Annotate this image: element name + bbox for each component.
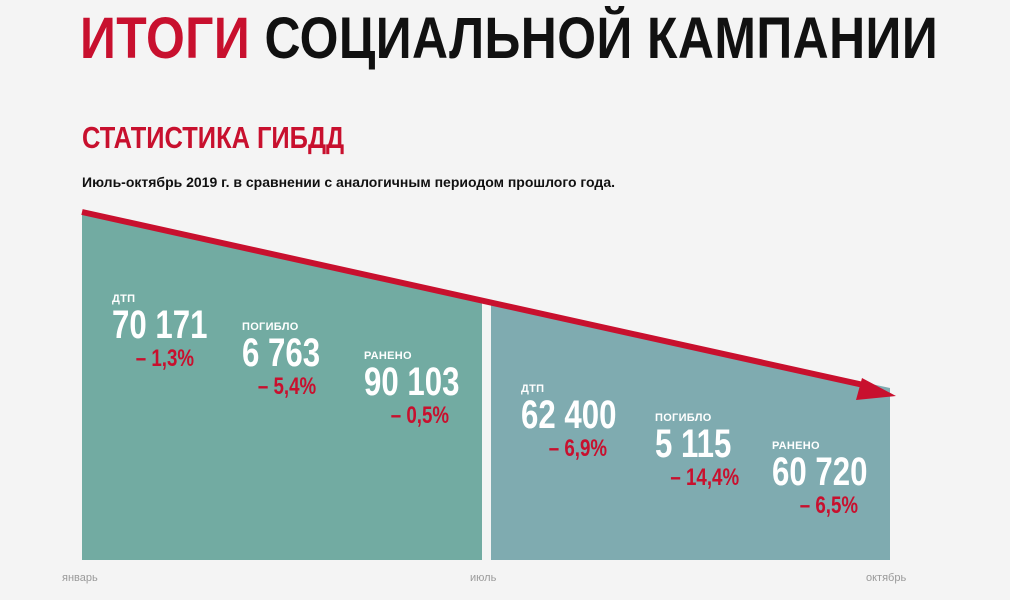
x-tick-label: июль — [470, 572, 497, 584]
stat-p2-injured: РАНЕНО 60 720 – 6,5% — [772, 440, 894, 520]
stat-label: ПОГИБЛО — [655, 412, 712, 424]
trend-arrow-line — [81, 209, 869, 389]
stat-change: – 0,5% — [390, 402, 449, 429]
stat-value: 5 115 — [655, 422, 732, 466]
stat-p1-killed: ПОГИБЛО 6 763 – 5,4% — [242, 321, 342, 401]
stat-p1-injured: РАНЕНО 90 103 – 0,5% — [364, 350, 486, 430]
stat-label: РАНЕНО — [364, 350, 412, 362]
stat-value: 90 103 — [364, 360, 460, 404]
stat-change: – 6,9% — [548, 435, 607, 462]
period-note: Июль-октябрь 2019 г. в сравнении с анало… — [82, 174, 615, 190]
stat-label: ДТП — [112, 293, 136, 305]
title-main: СОЦИАЛЬНОЙ КАМПАНИИ — [264, 6, 939, 71]
stat-change: – 6,5% — [799, 492, 858, 519]
x-tick-label: октябрь — [866, 572, 907, 584]
section-title: СТАТИСТИКА ГИБДД — [82, 120, 345, 155]
page-title: ИТОГИ СОЦИАЛЬНОЙ КАМПАНИИ — [80, 4, 938, 74]
stat-change: – 5,4% — [257, 373, 317, 400]
trend-arrow-head — [856, 378, 896, 400]
stat-p1-dtp: ДТП 70 171 – 1,3% — [112, 293, 234, 373]
stat-change: – 1,3% — [135, 345, 194, 372]
stat-label: РАНЕНО — [772, 440, 820, 452]
stat-p2-killed: ПОГИБЛО 5 115 – 14,4% — [655, 412, 753, 492]
stat-value: 6 763 — [242, 331, 321, 375]
stat-value: 62 400 — [521, 393, 617, 437]
stat-value: 70 171 — [112, 303, 208, 347]
stat-change: – 14,4% — [670, 464, 740, 491]
stat-label: ДТП — [521, 383, 545, 395]
x-tick-label: январь — [62, 572, 98, 584]
panel-first-period — [82, 214, 482, 560]
stat-value: 60 720 — [772, 450, 868, 494]
title-accent: ИТОГИ — [80, 6, 251, 71]
stat-label: ПОГИБЛО — [242, 321, 299, 333]
stat-p2-dtp: ДТП 62 400 – 6,9% — [521, 383, 643, 463]
